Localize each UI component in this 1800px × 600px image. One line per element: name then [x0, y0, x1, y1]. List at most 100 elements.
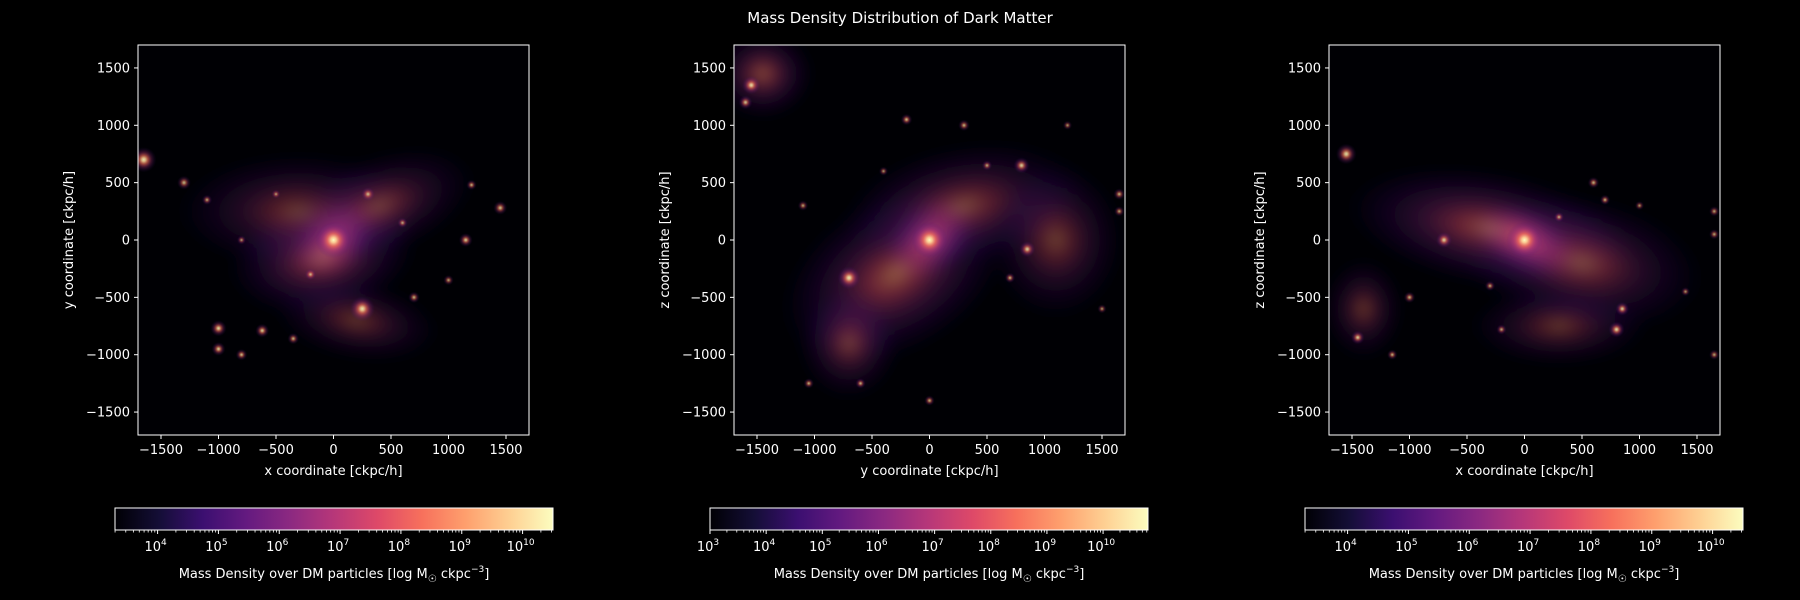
figure-title: Mass Density Distribution of Dark Matter: [747, 9, 1053, 27]
x-tick-label: −1500: [735, 443, 779, 458]
colorbar-tick-label: 107: [921, 538, 943, 555]
halo-16: [1484, 280, 1496, 292]
halo-13: [1709, 349, 1720, 360]
y-tick-label: 500: [105, 176, 130, 191]
halo-1: [315, 221, 352, 259]
y-tick-label: −1000: [1277, 348, 1321, 363]
density-map: [138, 145, 508, 363]
halo-4: [255, 323, 270, 338]
halo-3: [210, 320, 227, 337]
halo-14: [1680, 287, 1691, 297]
halo-5: [742, 75, 761, 95]
y-tick-label: −500: [690, 291, 726, 306]
x-tick-label: −1500: [1330, 443, 1374, 458]
colorbar: 104 105 106 107 108 109 1010 Mass Density over …: [114, 507, 554, 585]
x-tick-label: 1500: [1085, 443, 1118, 458]
y-tick-label: −1500: [1277, 406, 1321, 421]
y-tick-label: −1500: [86, 406, 130, 421]
halo-2: [837, 266, 861, 290]
colorbar-tick-label: 108: [1578, 538, 1601, 555]
y-tick-label: −1000: [86, 348, 130, 363]
halo-1: [911, 221, 948, 259]
halo-11: [855, 378, 866, 389]
diffuse-region-5: [734, 45, 815, 120]
y-tick-label: 500: [701, 176, 726, 191]
y-axis-label: z coordinate [ckpc/h]: [1253, 171, 1268, 308]
y-tick-label: −500: [94, 291, 130, 306]
density-map: [1329, 143, 1720, 367]
x-tick-label: 500: [975, 443, 1000, 458]
y-tick-label: −1000: [682, 348, 726, 363]
halo-2: [1435, 231, 1453, 249]
halo-6: [738, 95, 753, 110]
diffuse-region-5: [1329, 257, 1404, 361]
colorbar-tick-label: 109: [1639, 538, 1662, 555]
x-tick-label: −500: [258, 443, 294, 458]
diffuse-region-4: [797, 285, 901, 401]
halo-6: [235, 348, 248, 361]
y-tick-label: 1500: [1288, 61, 1321, 76]
halo-14: [361, 187, 375, 202]
colorbar-tick-label: 106: [1456, 538, 1479, 555]
halo-7: [287, 332, 299, 345]
x-tick-label: 1000: [1623, 443, 1656, 458]
halo-13: [201, 194, 213, 206]
x-tick-label: 0: [925, 443, 933, 458]
halo-5: [1350, 330, 1365, 345]
colorbar-tick-label: 108: [388, 538, 411, 555]
halo-9: [797, 200, 809, 211]
halo-8: [458, 233, 473, 247]
x-axis-label: x coordinate [ckpc/h]: [1455, 464, 1593, 479]
colorbar-tick-label: 106: [865, 538, 888, 555]
colorbar-tick-label: 105: [1395, 538, 1417, 555]
halo-15: [1553, 211, 1565, 223]
y-tick-label: 1000: [1288, 119, 1321, 134]
x-tick-label: 1000: [1028, 443, 1061, 458]
colorbar-tick-label: 105: [809, 538, 831, 555]
halo-8: [958, 119, 970, 132]
y-tick-label: 500: [1296, 176, 1321, 191]
y-tick-label: 0: [718, 234, 726, 249]
colorbar-gradient: [1304, 507, 1744, 531]
colorbar-tick-label: 106: [266, 538, 289, 555]
colorbar-label: Mass Density over DM particles [log M☉ c…: [1369, 565, 1680, 585]
x-tick-label: 500: [1570, 443, 1595, 458]
diffuse-region-6: [987, 159, 1125, 321]
halo-10: [803, 378, 814, 389]
colorbar-tick-label: 103: [697, 538, 719, 555]
halo-4: [1019, 241, 1036, 258]
y-tick-label: 1500: [693, 61, 726, 76]
colorbar-tick-label: 107: [327, 538, 349, 555]
halo-5: [211, 342, 226, 356]
halo-12: [1709, 229, 1720, 240]
y-tick-label: 0: [1313, 234, 1321, 249]
density-map: [734, 45, 1125, 406]
x-tick-label: −1500: [139, 443, 183, 458]
halo-9: [493, 200, 508, 215]
halo-17: [1496, 324, 1507, 335]
x-axis-label: x coordinate [ckpc/h]: [264, 464, 402, 479]
y-tick-label: −500: [1285, 291, 1321, 306]
halo-7: [900, 113, 913, 126]
panel-3: −1500 −1000 −500 0 500 1000 1500 −1500 −1000 −500…: [1253, 44, 1744, 585]
halo-20: [236, 235, 247, 245]
colorbar-tick-label: 1010: [1697, 538, 1725, 555]
x-tick-label: 500: [379, 443, 404, 458]
y-tick-label: 0: [122, 234, 130, 249]
halo-10: [466, 179, 477, 191]
x-tick-label: −500: [1449, 443, 1485, 458]
x-tick-label: 0: [329, 443, 337, 458]
halo-1: [1506, 221, 1543, 259]
halo-10: [1403, 291, 1416, 304]
halo-13: [1113, 188, 1125, 200]
y-tick-label: −1500: [682, 406, 726, 421]
diffuse-region-4: [1467, 285, 1651, 367]
y-axis-label: z coordinate [ckpc/h]: [658, 171, 673, 308]
panel-2: −1500 −1000 −500 0 500 1000 1500 −1500 −1000 −500…: [658, 44, 1149, 585]
halo-12: [177, 175, 191, 190]
diffuse-region-4: [271, 277, 442, 363]
colorbar-tick-label: 104: [753, 538, 776, 555]
x-tick-label: −1000: [197, 443, 241, 458]
